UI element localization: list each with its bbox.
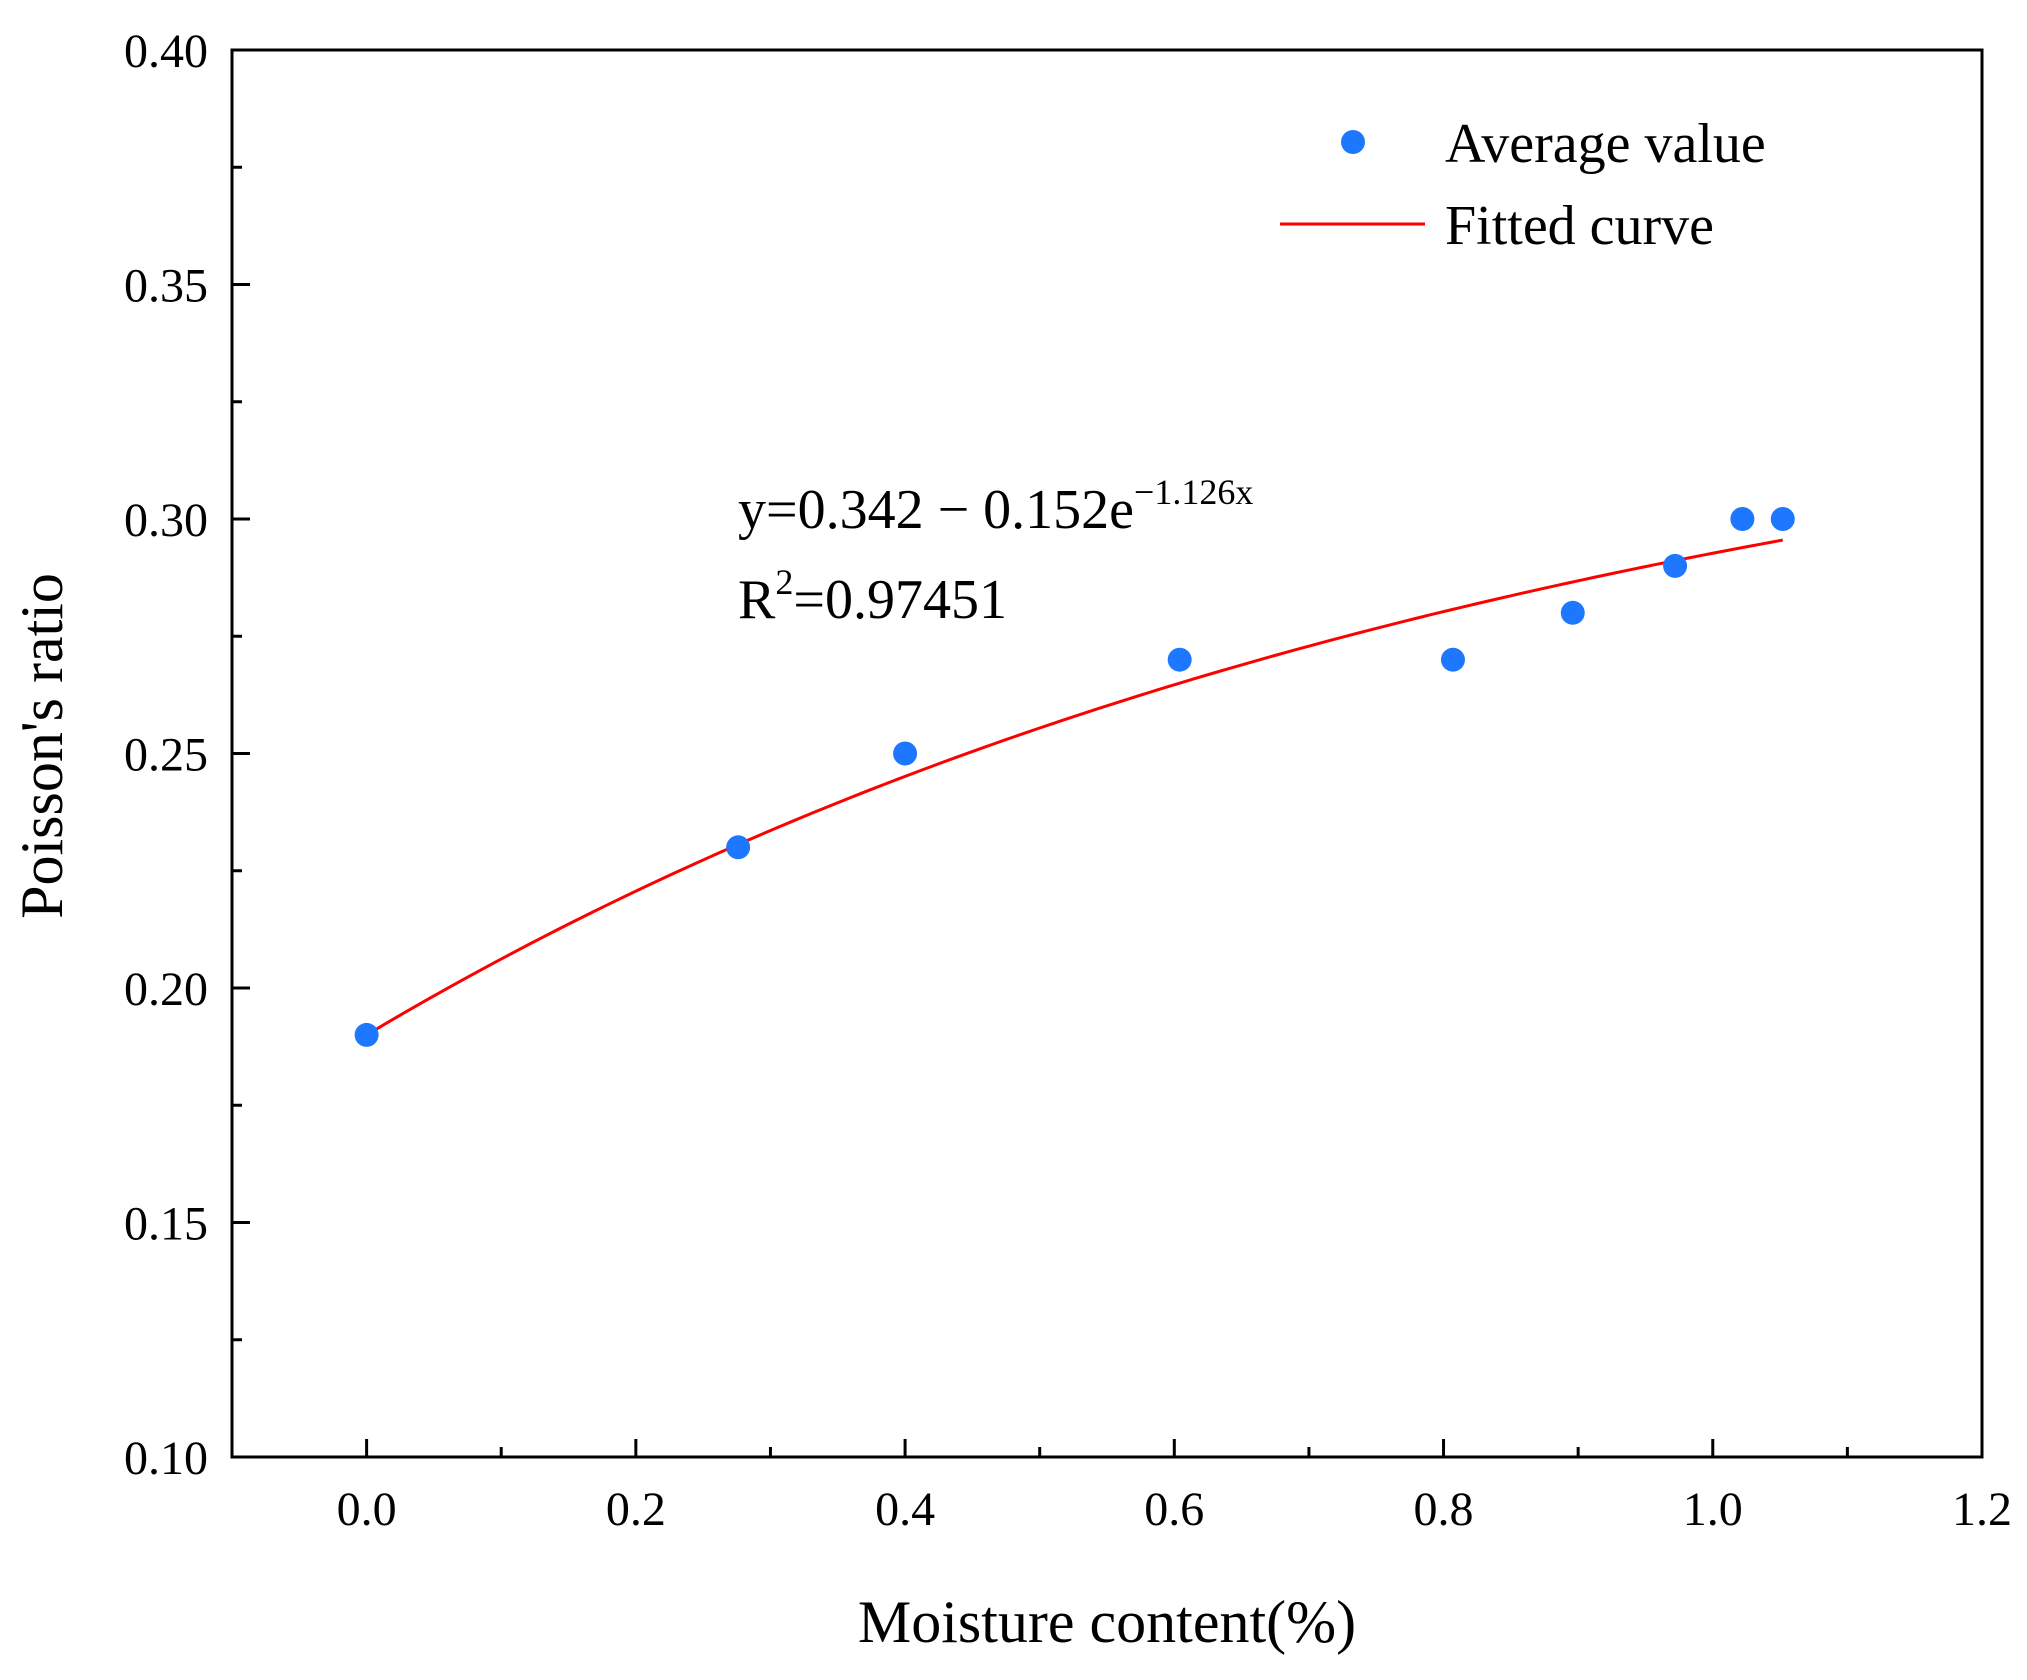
data-point <box>1167 647 1192 672</box>
r-squared: R2=0.97451 <box>738 562 1007 631</box>
data-point <box>1440 647 1465 672</box>
y-tick-label: 0.10 <box>124 1432 208 1485</box>
legend-label-fitted: Fitted curve <box>1445 195 1714 257</box>
y-tick-label: 0.20 <box>124 963 208 1016</box>
fit-equation-exponent: −1.126x <box>1134 472 1253 512</box>
data-point <box>726 835 751 860</box>
plot-frame <box>230 48 1984 1459</box>
x-tick-label: 0.6 <box>1144 1483 1204 1536</box>
fit-equation: y=0.342 − 0.152e−1.126x <box>738 472 1253 541</box>
x-tick-label: 0.0 <box>337 1483 397 1536</box>
data-point <box>1770 507 1795 531</box>
fitted-curve-layer <box>365 538 1784 1037</box>
data-point <box>354 1022 379 1047</box>
y-tick-label: 0.15 <box>124 1198 208 1251</box>
r-squared-sup: 2 <box>775 562 793 602</box>
data-point <box>1730 507 1755 531</box>
y-tick-label: 0.30 <box>124 494 208 547</box>
x-tick-label: 1.0 <box>1683 1483 1743 1536</box>
x-tick-label: 0.2 <box>606 1483 666 1536</box>
data-point <box>893 741 918 766</box>
x-tick-label: 0.8 <box>1414 1483 1474 1536</box>
legend-marker-average <box>1341 130 1365 154</box>
fitted-curve-line <box>365 538 1784 1037</box>
y-axis-title: Poisson's ratio <box>9 573 75 919</box>
r-squared-value: =0.97451 <box>793 569 1007 631</box>
r-squared-prefix: R <box>738 569 776 631</box>
x-axis-title: Moisture content(%) <box>858 1589 1356 1655</box>
y-tick-label: 0.25 <box>124 729 208 782</box>
data-points-layer <box>354 507 1795 1047</box>
fit-equation-main: y=0.342 − 0.152e <box>738 479 1134 541</box>
x-tick-label: 0.4 <box>875 1483 935 1536</box>
data-point <box>1560 600 1585 625</box>
y-tick-label: 0.40 <box>124 25 208 78</box>
axes-layer: 0.0 0.2 0.4 0.6 0.8 1.0 1.2 0.10 0.15 0.20 0.25 0.3… <box>124 25 2012 1536</box>
data-point <box>1663 553 1688 578</box>
y-tick-label: 0.35 <box>124 260 208 313</box>
legend: Average value Fitted curve <box>1280 113 1766 257</box>
legend-label-average: Average value <box>1445 113 1766 175</box>
x-tick-label: 1.2 <box>1952 1483 2012 1536</box>
